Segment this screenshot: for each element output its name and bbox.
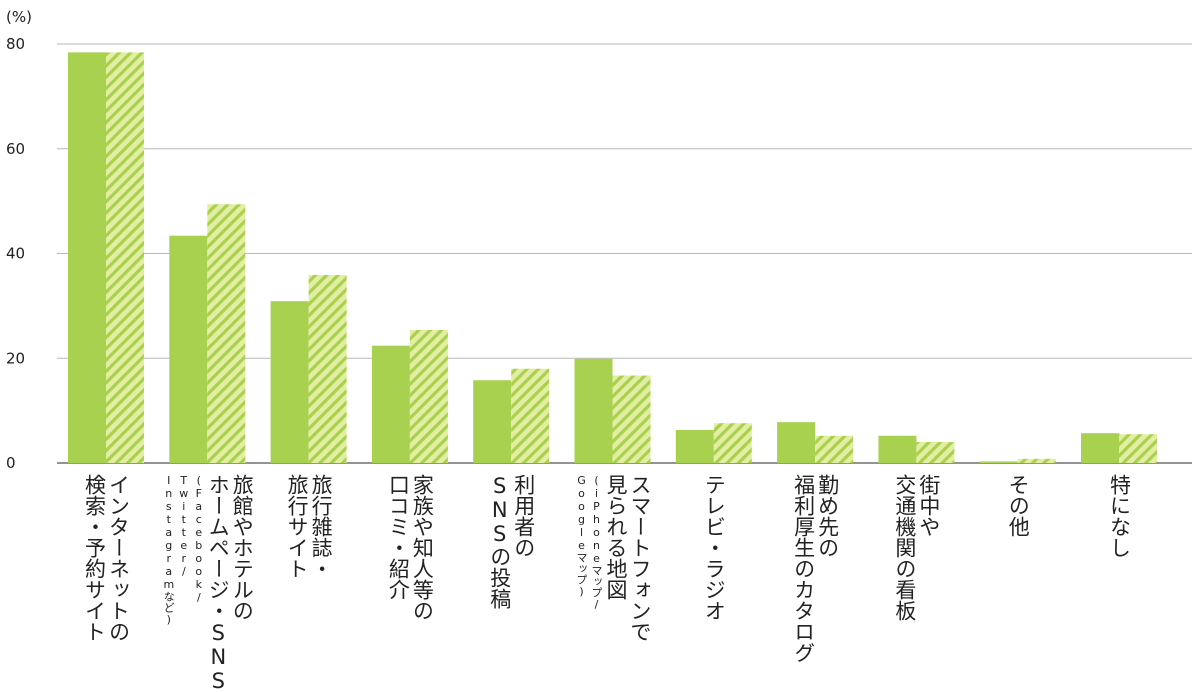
category-label-line: ホームページ・SNS (206, 474, 231, 693)
bar-hatched (612, 375, 651, 463)
category-label-line: (Facebook/ (192, 474, 206, 604)
bar-solid (878, 435, 917, 463)
category-label-line: 特になし (1107, 474, 1132, 558)
bar-hatched (409, 329, 448, 463)
bar-hatched (106, 52, 144, 463)
bar-hatched (1017, 458, 1056, 463)
category-label-line: 旅行雑誌・ (309, 474, 334, 579)
category-label-line: テレビ・ラジオ (702, 474, 727, 621)
category-label-line: Googleマップ) (575, 474, 588, 598)
bar-solid (270, 301, 309, 463)
category-label: 旅館やホテルの ホームページ・SNS (Facebook/Twitter/Insta… (162, 474, 255, 693)
bar-hatched (207, 204, 246, 463)
category-label-line: 検索・予約サイト (82, 474, 107, 642)
category-label: テレビ・ラジオ (702, 474, 727, 621)
category-label-line: 交通機関の看板 (892, 474, 917, 621)
category-label-line: スマートフォンで (628, 474, 652, 642)
category-label: 利用者の SNSの投稿 (487, 474, 536, 609)
bar-chart: 0 20 40 60 80 (6, 35, 1192, 472)
category-label-line: 旅行サイト (285, 474, 310, 579)
y-tick-label: 40 (6, 245, 25, 263)
bar-hatched (713, 423, 752, 463)
category-label: 特になし (1107, 474, 1132, 558)
bar-solid (473, 380, 512, 463)
category-label-line: 旅館やホテルの (230, 474, 255, 621)
category-label-line: SNSの投稿 (487, 474, 512, 609)
category-label-line: 利用者の (511, 474, 536, 558)
category-label-line: 福利厚生のカタログ (791, 474, 816, 663)
bar-solid (777, 422, 816, 463)
bar-hatched (511, 368, 550, 463)
category-label-line: (iPhoneマップ/ (590, 474, 603, 611)
bar-solid (574, 358, 613, 463)
y-tick-label: 80 (6, 35, 25, 53)
bar-solid (371, 345, 410, 463)
y-tick-label: 20 (6, 349, 25, 367)
category-label-line: その他 (1006, 474, 1031, 537)
bar-hatched (916, 442, 955, 463)
category-label-line: 口コミ・紹介 (386, 474, 411, 600)
category-label-line: 家族や知人等の (410, 474, 435, 621)
y-axis-unit: (%) (6, 8, 32, 26)
bar-solid (979, 461, 1018, 463)
bar-hatched (815, 435, 854, 463)
bar-hatched (308, 274, 347, 463)
bar-solid (1081, 433, 1119, 463)
bar-solid (68, 52, 106, 463)
category-label-line: 街中や (916, 474, 941, 537)
category-label: 勤め先の 福利厚生のカタログ (791, 474, 840, 663)
category-label: 旅行雑誌・ 旅行サイト (285, 474, 334, 579)
category-label: 街中や 交通機関の看板 (892, 474, 941, 621)
category-label: インターネットの 検索・予約サイト (82, 474, 131, 642)
category-label: その他 (1006, 474, 1031, 537)
bar-solid (169, 235, 208, 463)
bar-solid (675, 430, 714, 463)
category-label-line: Instagramなど) (162, 474, 176, 626)
category-label: 家族や知人等の 口コミ・紹介 (386, 474, 435, 621)
category-label-line: 見られる地図 (604, 474, 628, 600)
category-label-line: 勤め先の (815, 474, 840, 558)
y-tick-label: 60 (6, 140, 25, 158)
bar-hatched (1119, 434, 1157, 463)
category-label: スマートフォンで 見られる地図 (iPhoneマップ/Googleマップ) (575, 474, 652, 642)
category-label-line: Twitter/ (177, 474, 191, 578)
y-tick-label: 0 (6, 454, 16, 472)
category-label-line: インターネットの (106, 474, 131, 642)
